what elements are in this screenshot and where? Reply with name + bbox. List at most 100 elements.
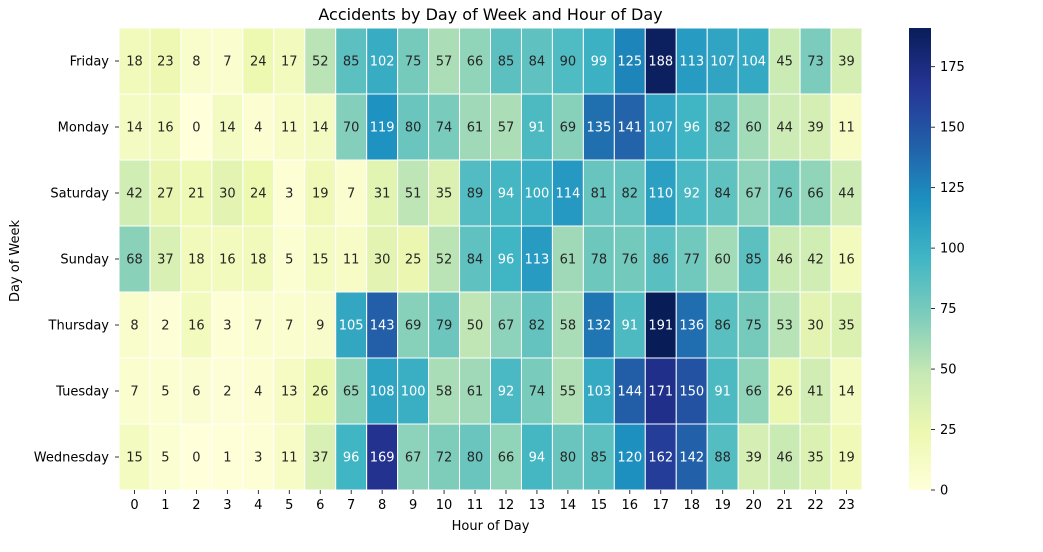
cell-value-label: 82	[622, 187, 639, 202]
heatmap-cell	[242, 225, 275, 293]
cell-value-label: 4	[254, 385, 262, 400]
cell-value-label: 42	[807, 253, 824, 268]
x-axis-ticks: 0 1 2 3 4 5 6 7 8 9 10 11 12 13 14 15 16 17 18 19 20 21 22 23	[130, 490, 855, 513]
cell-value-label: 66	[467, 55, 484, 70]
cell-value-label: 113	[679, 55, 704, 70]
heatmap-cell	[830, 291, 863, 359]
cell-value-label: 61	[467, 385, 484, 400]
cell-value-label: 74	[436, 121, 453, 136]
heatmap-cell	[675, 159, 708, 227]
cell-value-label: 57	[436, 55, 453, 70]
chart-title: Accidents by Day of Week and Hour of Day	[318, 5, 662, 24]
heatmap-cell	[799, 225, 832, 293]
y-axis-label: Day of Week	[8, 219, 23, 302]
cell-value-label: 72	[436, 451, 453, 466]
heatmap-cell	[335, 357, 368, 425]
cell-value-label: 13	[281, 385, 298, 400]
cell-value-label: 88	[714, 451, 731, 466]
cell-value-label: 84	[529, 55, 546, 70]
cell-value-label: 119	[370, 121, 395, 136]
cell-value-label: 30	[219, 187, 236, 202]
cell-value-label: 16	[219, 253, 236, 268]
heatmap-cell	[180, 93, 213, 161]
heatmap-cell	[551, 225, 584, 293]
cell-value-label: 120	[617, 451, 642, 466]
cell-value-label: 169	[370, 451, 395, 466]
cell-value-label: 135	[586, 121, 611, 136]
heatmap-cell	[304, 93, 337, 161]
heatmap-cell	[180, 357, 213, 425]
heatmap-cell	[675, 225, 708, 293]
cell-value-label: 18	[250, 253, 267, 268]
cell-value-label: 108	[370, 385, 395, 400]
cell-value-label: 7	[130, 385, 138, 400]
heatmap-cell	[428, 291, 461, 359]
heatmap-cell	[118, 357, 151, 425]
cell-value-label: 5	[161, 385, 169, 400]
cell-value-label: 102	[370, 55, 395, 70]
heatmap-cell	[644, 423, 677, 491]
heatmap-cell	[397, 225, 430, 293]
heatmap-cell	[273, 423, 306, 491]
heatmap-cell	[459, 423, 491, 491]
cell-value-label: 86	[714, 319, 731, 334]
x-tick-label: 9	[409, 498, 417, 513]
heatmap-cell	[830, 159, 863, 227]
heatmap-cell	[180, 423, 213, 491]
heatmap-cell	[582, 93, 615, 161]
heatmap-cell	[768, 291, 801, 359]
cell-value-label: 113	[525, 253, 550, 268]
cell-value-label: 125	[617, 55, 642, 70]
heatmap-cell	[366, 291, 399, 359]
y-tick-label: Wednesday	[34, 451, 110, 466]
cell-value-label: 2	[223, 385, 231, 400]
heatmap-cell	[582, 225, 615, 293]
cell-value-label: 60	[714, 253, 731, 268]
cell-value-label: 30	[374, 253, 391, 268]
cell-value-label: 136	[679, 319, 704, 334]
cell-value-label: 18	[188, 253, 205, 268]
x-tick-label: 3	[223, 498, 231, 513]
cell-value-label: 3	[254, 451, 262, 466]
colorbar-tick-label: 175	[940, 60, 965, 75]
heatmap-cell	[490, 159, 522, 227]
cell-value-label: 110	[648, 187, 673, 202]
cell-value-label: 89	[467, 187, 484, 202]
heatmap-cell	[830, 357, 863, 425]
x-tick-label: 7	[347, 498, 355, 513]
cell-value-label: 55	[560, 385, 577, 400]
heatmap-cell	[304, 225, 337, 293]
heatmap-cell	[613, 423, 646, 491]
x-tick-label: 12	[498, 498, 515, 513]
heatmap-cell	[304, 159, 337, 227]
cell-value-label: 31	[374, 187, 391, 202]
cell-value-label: 24	[250, 55, 267, 70]
cell-value-label: 35	[838, 319, 855, 334]
heatmap-cell	[149, 291, 182, 359]
y-tick-label: Thursday	[48, 319, 110, 334]
colorbar-gradient	[909, 28, 931, 490]
heatmap-cell	[397, 27, 430, 95]
cell-value-label: 0	[192, 121, 200, 136]
cell-value-label: 9	[316, 319, 324, 334]
heatmap-cell	[459, 93, 491, 161]
x-tick-label: 16	[622, 498, 639, 513]
heatmap-cell	[335, 27, 368, 95]
x-tick-label: 11	[467, 498, 484, 513]
cell-value-label: 68	[126, 253, 143, 268]
heatmap-cell	[520, 27, 553, 95]
heatmap-cell	[428, 159, 461, 227]
heatmap-cell	[273, 159, 306, 227]
cell-value-label: 74	[529, 385, 546, 400]
colorbar-tick-label: 0	[940, 484, 948, 499]
heatmap-cell	[768, 357, 801, 425]
cell-value-label: 7	[223, 55, 231, 70]
x-tick-label: 23	[838, 498, 855, 513]
heatmap-cell	[273, 27, 306, 95]
cell-value-label: 114	[555, 187, 580, 202]
heatmap-cell	[737, 27, 770, 95]
cell-value-label: 67	[745, 187, 762, 202]
cell-value-label: 84	[467, 253, 484, 268]
cell-value-label: 107	[710, 55, 735, 70]
